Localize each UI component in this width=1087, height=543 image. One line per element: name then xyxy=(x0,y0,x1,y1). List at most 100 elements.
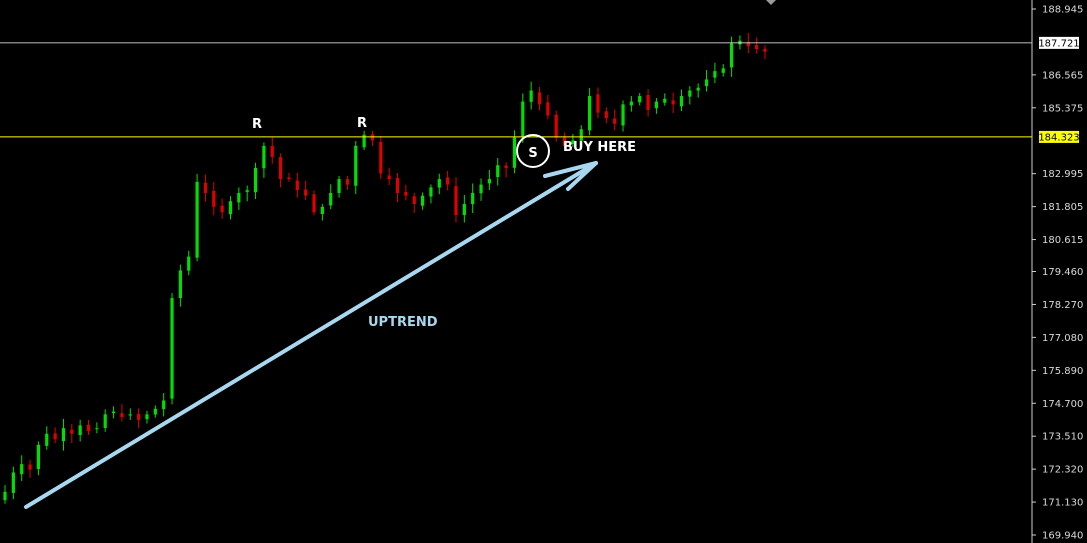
candle-body xyxy=(679,96,684,107)
candle-body xyxy=(546,102,550,116)
candle-body xyxy=(596,94,600,113)
candle-body xyxy=(61,428,66,442)
candle-body xyxy=(253,168,258,193)
candle-body xyxy=(3,491,7,501)
uptrend-arrow xyxy=(24,161,598,509)
candle-body xyxy=(170,298,174,399)
candle-body xyxy=(245,190,249,192)
candle-body xyxy=(504,165,508,169)
candle-body xyxy=(437,179,441,188)
candle-body xyxy=(312,194,316,213)
candle-body xyxy=(203,182,208,193)
candle-body xyxy=(228,201,233,215)
price-axis-tick-label: 179.460 xyxy=(1042,267,1083,278)
candle-body xyxy=(395,178,400,193)
price-axis-tick-label: 169.940 xyxy=(1042,531,1083,542)
candle-body xyxy=(454,186,458,216)
candle-body xyxy=(36,444,41,470)
buy-here-label: BUY HERE xyxy=(563,140,636,155)
candle-body xyxy=(187,256,191,271)
candle-body xyxy=(362,134,366,148)
candle-body xyxy=(162,400,166,410)
candle-body xyxy=(212,190,216,207)
uptrend-label: UPTREND xyxy=(368,315,438,330)
candle-body xyxy=(537,92,542,105)
price-axis-tick-label: 172.320 xyxy=(1042,465,1083,476)
candle-body xyxy=(379,141,383,174)
resistance-label-2: R xyxy=(357,116,367,131)
candle-body xyxy=(178,270,182,299)
price-axis-tick-label: 173.510 xyxy=(1042,432,1083,443)
candle-body xyxy=(429,187,433,197)
candle-body xyxy=(45,433,49,446)
candle-body xyxy=(329,192,333,206)
candle-body xyxy=(195,181,199,258)
candle-body xyxy=(646,95,650,110)
candle-body xyxy=(262,145,266,169)
candle-body xyxy=(604,111,608,119)
candle-body xyxy=(755,45,759,49)
candle-body xyxy=(729,43,734,68)
candle-body xyxy=(53,433,57,440)
candle-body xyxy=(295,180,299,191)
candle-body xyxy=(462,203,466,216)
candle-body xyxy=(554,114,558,138)
support-price-flag: 184.323 xyxy=(1038,130,1080,143)
price-axis-tick-label: 177.080 xyxy=(1042,333,1083,344)
candle-body xyxy=(479,184,483,194)
candle-body xyxy=(20,464,24,475)
candle-body xyxy=(638,96,642,103)
price-axis-tick-label: 188.945 xyxy=(1042,5,1083,16)
candle-body xyxy=(613,118,617,124)
candle-body xyxy=(588,96,592,131)
candle-body xyxy=(512,137,517,168)
price-axis-tick-label: 185.375 xyxy=(1042,103,1083,114)
candle-body xyxy=(471,192,475,205)
candle-body xyxy=(137,413,141,420)
candle-body xyxy=(562,137,567,146)
candle-body xyxy=(663,98,667,103)
price-axis-tick-label: 174.700 xyxy=(1042,399,1083,410)
candle-body xyxy=(696,87,700,91)
support-circle xyxy=(516,134,550,168)
price-axis-tick-label: 182.995 xyxy=(1042,169,1083,180)
price-axis-tick-label: 180.615 xyxy=(1042,235,1083,246)
candle-body xyxy=(103,414,107,428)
candle-body xyxy=(713,71,717,78)
candle-body xyxy=(671,100,675,105)
candle-body xyxy=(412,196,416,204)
candle-body xyxy=(621,104,625,126)
price-axis-tick-label: 181.805 xyxy=(1042,202,1083,213)
candle-body xyxy=(404,192,408,196)
support-price-flag-text: 184.323 xyxy=(1038,132,1079,143)
candle-body xyxy=(721,68,725,73)
candle-body xyxy=(420,195,425,206)
candle-body xyxy=(487,179,491,184)
price-axis-tick-label: 175.890 xyxy=(1042,366,1083,377)
candle-body xyxy=(337,179,341,193)
chart-shift-marker-icon[interactable] xyxy=(766,0,776,5)
candle-body xyxy=(688,90,692,97)
candle-body xyxy=(153,408,157,415)
candle-body xyxy=(304,189,308,196)
current-price-flag-text: 187.721 xyxy=(1038,38,1079,49)
candle-body xyxy=(345,179,350,185)
price-axis-tick-label: 178.270 xyxy=(1042,300,1083,311)
candle-body xyxy=(86,424,91,431)
candle-body xyxy=(763,48,767,52)
candle-body xyxy=(78,425,82,435)
candle-body xyxy=(496,165,500,178)
candle-body xyxy=(521,101,525,137)
candle-body xyxy=(704,79,709,87)
candle-body xyxy=(120,413,124,418)
candle-body xyxy=(354,145,358,186)
price-axis-tick-label: 171.130 xyxy=(1042,498,1083,509)
candle-body xyxy=(579,129,583,141)
candle-body xyxy=(746,42,750,47)
resistance-label-1: R xyxy=(252,117,262,132)
price-axis: 188.945 186.565 185.375 182.995 181.805 180.6… xyxy=(1032,5,1083,542)
candle-body xyxy=(287,177,291,180)
candle-body xyxy=(270,146,274,157)
